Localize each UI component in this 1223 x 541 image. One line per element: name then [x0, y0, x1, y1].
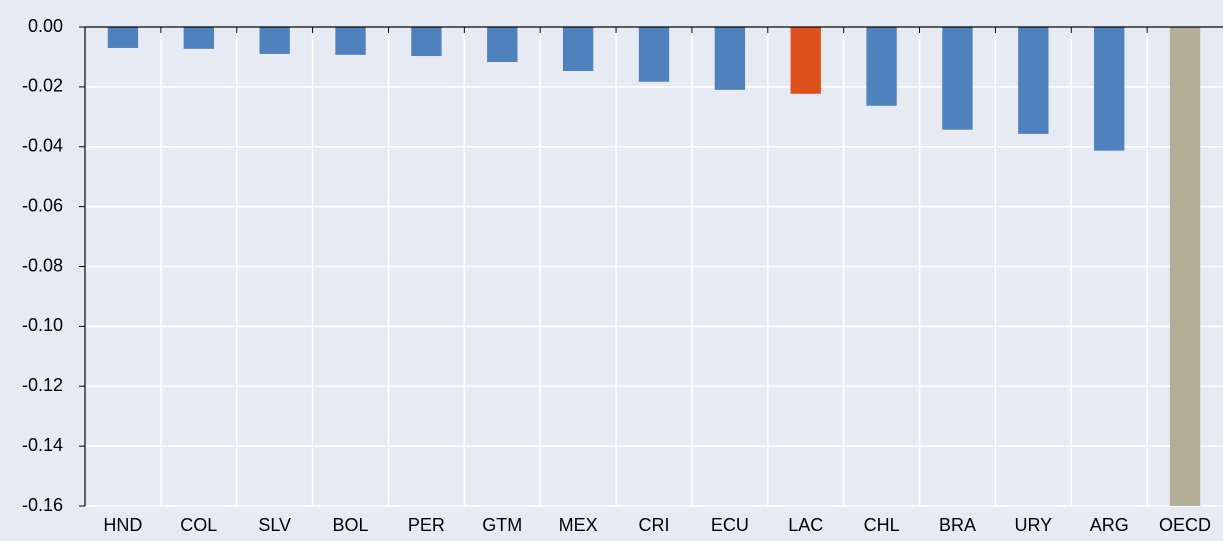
bar	[487, 27, 518, 63]
bar	[259, 27, 290, 54]
bar	[790, 27, 821, 94]
y-tick-label: -0.02	[22, 76, 63, 96]
bar	[1018, 27, 1049, 134]
bar	[107, 27, 139, 48]
x-tick-label: BRA	[939, 515, 976, 535]
bar	[714, 27, 746, 90]
y-tick-label: -0.10	[22, 315, 63, 335]
bar	[335, 27, 366, 55]
x-tick-label: HND	[103, 515, 142, 535]
y-tick-label: -0.06	[22, 195, 63, 215]
x-tick-label: OECD	[1159, 515, 1211, 535]
y-tick-label: 0.00	[28, 16, 63, 36]
bar	[1169, 27, 1201, 506]
y-tick-label: -0.14	[22, 435, 63, 455]
y-tick-label: -0.16	[22, 495, 63, 515]
x-tick-label: ARG	[1090, 515, 1129, 535]
x-tick-label: BOL	[333, 515, 369, 535]
bar	[638, 27, 670, 82]
x-tick-label: MEX	[559, 515, 598, 535]
x-tick-label: GTM	[482, 515, 522, 535]
bar	[1094, 27, 1125, 151]
y-tick-label: -0.08	[22, 255, 63, 275]
x-tick-label: LAC	[788, 515, 823, 535]
bar	[411, 27, 442, 57]
x-tick-label: ECU	[711, 515, 749, 535]
bar	[183, 27, 214, 49]
x-tick-label: COL	[180, 515, 217, 535]
bar	[866, 27, 897, 106]
y-tick-label: -0.04	[22, 136, 63, 156]
x-tick-label: URY	[1014, 515, 1052, 535]
x-tick-label: SLV	[258, 515, 291, 535]
y-tick-label: -0.12	[22, 375, 63, 395]
bar	[562, 27, 594, 72]
x-tick-label: PER	[408, 515, 445, 535]
x-tick-label: CHL	[864, 515, 900, 535]
bar	[942, 27, 973, 130]
x-tick-label: CRI	[639, 515, 670, 535]
